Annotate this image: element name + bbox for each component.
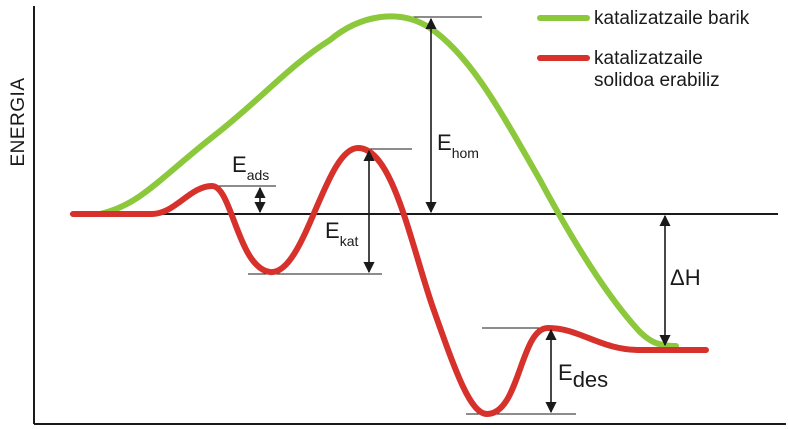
y-axis-label: ENERGIA [8, 77, 29, 166]
e-des-label: Edes [558, 360, 608, 392]
catalyzed-curve [70, 145, 709, 417]
e-hom-label: Ehom [437, 130, 479, 161]
legend-label-catalyzed: katalizatzaile solidoa erabiliz [594, 48, 720, 91]
delta-h-label: ΔH [670, 265, 701, 290]
e-kat-label: Ekat [325, 218, 358, 249]
legend-label-uncatalyzed: katalizatzaile barik [594, 8, 750, 29]
e-ads-label: Eads [232, 152, 269, 183]
